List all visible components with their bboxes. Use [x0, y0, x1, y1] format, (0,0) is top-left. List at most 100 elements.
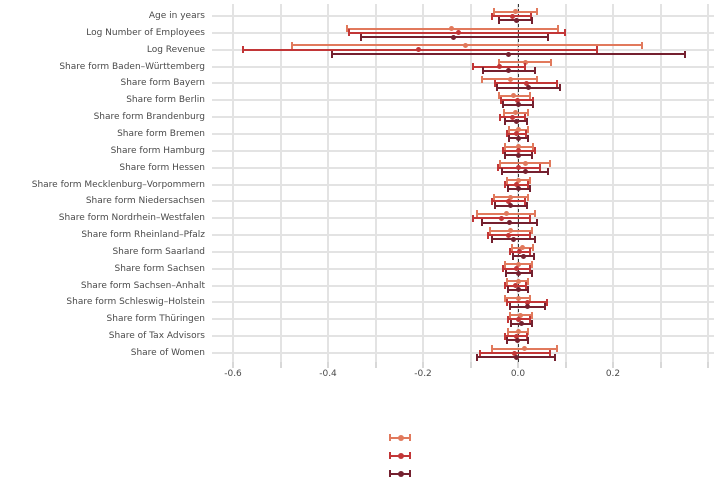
pointrange-series-2-row10-cap-high — [538, 164, 541, 172]
pointrange-series-3-row8-point — [515, 135, 521, 141]
pointrange-series-2-row20-cap-high — [526, 332, 529, 340]
pointrange-series-2-row17-cap-high — [525, 282, 528, 290]
pointrange-series-1-row20-point — [515, 329, 521, 335]
pointrange-series-3-row18-point — [525, 304, 530, 310]
x-gridline — [659, 4, 662, 362]
pointrange-series-2-row8-cap-high — [525, 130, 528, 138]
y-axis-label: Share form Hessen — [119, 162, 205, 173]
pointrange-series-2-row10-cap-low — [497, 164, 500, 172]
pointrange-series-1-row12-point — [508, 194, 514, 200]
y-gridline — [212, 116, 714, 119]
pointrange-series-2-row10-point — [516, 165, 522, 171]
y-axis-label: Share form Bremen — [117, 128, 205, 139]
pointrange-series-1-row2-cap-low — [346, 25, 348, 33]
pointrange-series-1-row13-cap-low — [476, 210, 479, 218]
pointrange-series-2-row9-cap-low — [501, 147, 504, 155]
legend-key-series-2 — [389, 450, 411, 461]
x-axis-tick — [422, 362, 424, 368]
y-axis-label: Share of Women — [130, 348, 205, 358]
pointrange-series-3-row20-point — [515, 337, 521, 343]
pointrange-series-1-row13-point — [503, 211, 509, 217]
y-gridline — [212, 217, 714, 220]
pointrange-series-2-row8-cap-low — [506, 130, 509, 138]
pointrange-series-1-row1-cap-low — [493, 8, 496, 16]
pointrange-series-3-row18-cap-high — [544, 303, 547, 311]
pointrange-series-1-row2-cap-high — [557, 25, 560, 33]
pointrange-series-1-row15-cap-low — [510, 244, 513, 252]
pointrange-series-2-row19-point — [516, 316, 522, 322]
pointrange-series-2-row11-cap-high — [526, 181, 529, 188]
x-axis-tick — [232, 362, 234, 368]
pointrange-series-3-row5-cap-low — [496, 84, 499, 92]
pointrange-series-1-row8-cap-low — [507, 126, 510, 134]
pointrange-series-3-row19-point — [518, 321, 524, 327]
pointrange-series-3-row9-point — [515, 152, 521, 158]
pointrange-series-3-row15-point — [520, 253, 526, 259]
pointrange-series-1-row19-point — [518, 312, 524, 318]
pointrange-series-1-row13-cap-high — [534, 210, 537, 218]
y-axis-label: Share form Hamburg — [110, 145, 205, 156]
x-axis-tick — [659, 362, 662, 368]
pointrange-series-2-row14-point — [506, 232, 512, 238]
pointrange-series-2-row20-cap-low — [504, 332, 507, 340]
pointrange-series-3-row7-cap-low — [504, 117, 507, 125]
legend-key-point — [397, 452, 404, 459]
legend-key-cap — [389, 470, 391, 477]
pointrange-series-1-row9-cap-low — [504, 143, 507, 150]
y-gridline — [212, 132, 714, 135]
pointrange-series-2-row14-cap-low — [487, 231, 490, 239]
pointrange-series-2-row2-cap-high — [564, 29, 567, 37]
pointrange-series-2-row14-cap-high — [528, 231, 531, 239]
pointrange-series-1-row1-point — [513, 9, 519, 15]
y-gridline — [212, 183, 714, 186]
pointrange-series-2-row4-cap-low — [471, 63, 474, 71]
pointrange-series-3-row6-cap-high — [532, 101, 535, 109]
y-gridline — [212, 65, 714, 68]
pointrange-series-1-row19-cap-low — [508, 311, 511, 319]
pointrange-series-2-row19-cap-high — [528, 315, 531, 323]
pointrange-series-2-row3-cap-low — [241, 46, 244, 54]
pointrange-series-1-row10-cap-high — [548, 159, 551, 167]
y-gridline — [212, 99, 714, 102]
pointrange-series-2-row3-cap-high — [595, 46, 598, 54]
y-axis-label: Log Revenue — [146, 44, 205, 55]
y-axis-label: Share form Niedersachsen — [85, 196, 205, 207]
pointrange-series-2-row17-cap-low — [504, 282, 507, 290]
pointrange-series-3-row3-cap-low — [330, 50, 333, 58]
legend-key-cap — [409, 470, 411, 477]
pointrange-series-2-row2-cap-low — [348, 29, 351, 37]
pointrange-series-3-row11-point — [516, 186, 522, 192]
pointrange-series-3-row8-cap-low — [507, 134, 510, 142]
x-gridline — [707, 4, 709, 362]
pointrange-series-1-row16-cap-high — [530, 260, 533, 268]
pointrange-series-2-row13-cap-high — [528, 214, 531, 222]
y-axis-label: Share form Thüringen — [106, 314, 205, 325]
y-axis-label: Share of Tax Advisors — [108, 331, 205, 342]
y-gridline — [212, 284, 714, 287]
x-axis-tick — [564, 362, 567, 368]
x-axis-tick-label: 0.0 — [510, 369, 526, 379]
legend-key-cap — [409, 452, 411, 459]
pointrange-series-3-row19-cap-low — [509, 320, 512, 328]
pointrange-series-1-row20-cap-low — [507, 328, 510, 336]
pointrange-series-3-row13-cap-high — [536, 219, 538, 226]
pointrange-series-2-row6-point — [514, 97, 520, 103]
y-axis-label: Share form Sachsen–Anhalt — [80, 280, 205, 291]
pointrange-series-1-row8-cap-high — [526, 126, 529, 134]
x-axis-tick-label: -0.2 — [414, 369, 432, 379]
pointrange-series-3-row16-point — [516, 270, 522, 276]
x-gridline — [374, 4, 377, 362]
pointrange-series-1-row3-point — [463, 42, 469, 48]
pointrange-series-1-row18-point — [515, 295, 521, 301]
pointrange-series-3-row11-cap-low — [507, 185, 510, 193]
pointrange-series-3-row6-cap-low — [501, 101, 504, 109]
pointrange-series-1-row6-point — [510, 93, 516, 99]
pointrange-series-1-row11-point — [515, 177, 521, 183]
legend-key-series-1 — [389, 432, 411, 443]
pointrange-series-3-row12-cap-high — [526, 202, 529, 210]
pointrange-series-3-row8-cap-high — [526, 134, 529, 142]
pointrange-series-3-row7-point — [513, 118, 519, 124]
pointrange-series-1-row8-point — [515, 127, 521, 133]
legend-key-cap — [389, 452, 391, 459]
pointrange-series-3-row10-cap-low — [500, 168, 503, 176]
